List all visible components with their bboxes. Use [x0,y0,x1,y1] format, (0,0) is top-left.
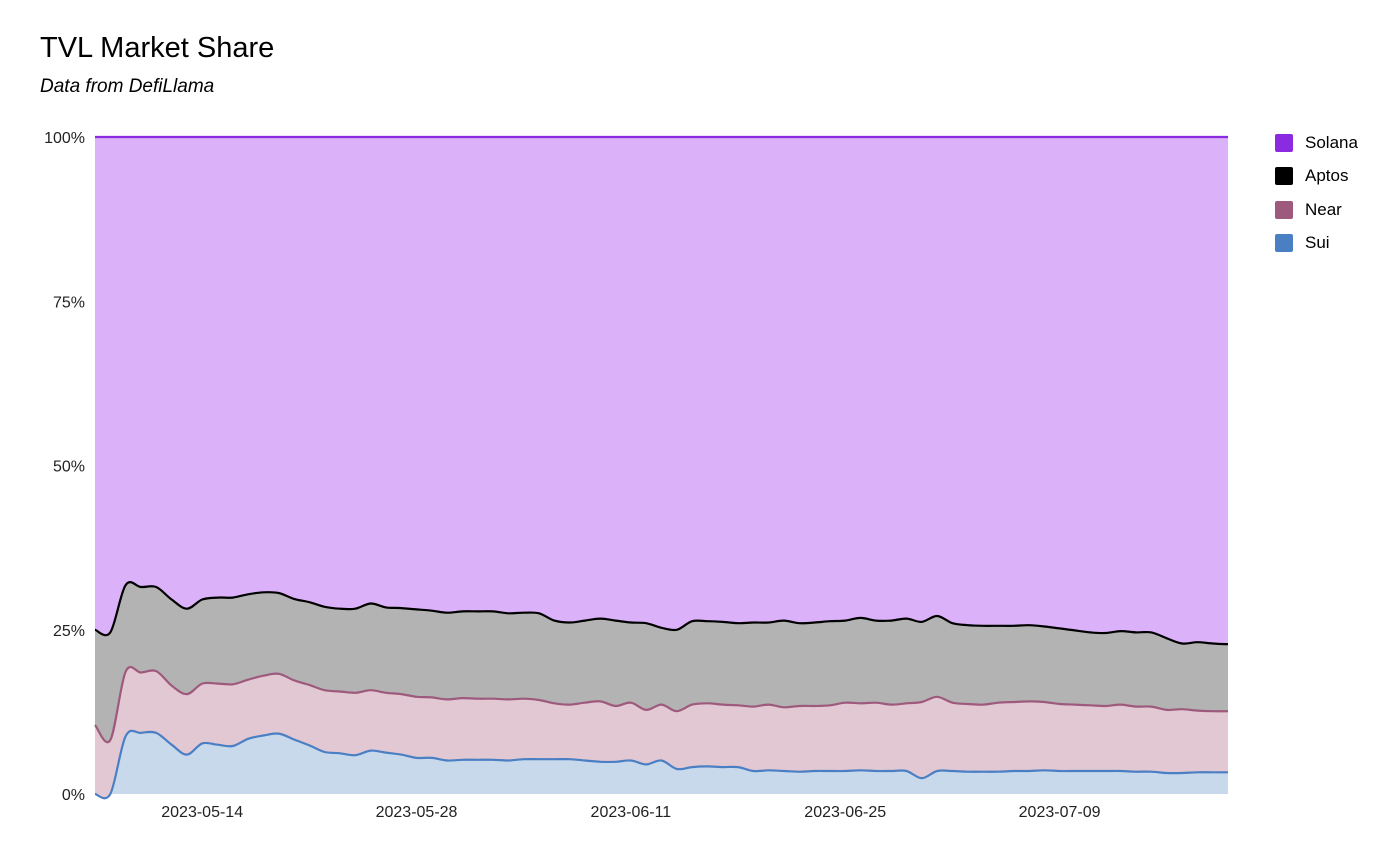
y-axis: 0% 25% 50% 75% 100% [44,130,85,804]
area-sui [95,730,1228,799]
x-tick-label: 2023-05-14 [161,804,243,821]
area-aptos [95,582,1228,743]
line-sui [94,729,1228,800]
series-lines [94,135,1229,800]
legend-swatch [1275,234,1293,253]
line-near [94,665,1229,744]
x-tick-label: 2023-06-11 [591,804,672,821]
legend-item-aptos: Aptos [1275,160,1358,194]
legend-label: Aptos [1305,166,1349,186]
legend-item-near: Near [1275,193,1358,227]
legend-label: Near [1305,199,1342,219]
y-tick-label: 100% [44,130,85,147]
x-tick-label: 2023-06-25 [804,804,886,821]
legend-label: Solana [1305,132,1358,152]
legend-item-sui: Sui [1275,227,1358,261]
y-tick-label: 75% [53,294,85,311]
stacked-areas [95,137,1228,799]
legend-swatch [1275,133,1293,152]
legend-swatch [1275,167,1293,186]
x-axis: 2023-05-14 2023-05-28 2023-06-11 2023-06-25… [161,804,1100,821]
area-solana [95,137,1228,645]
x-tick-label: 2023-07-09 [1019,804,1101,821]
legend-item-solana: Solana [1275,126,1358,160]
legend-swatch [1275,200,1293,219]
y-tick-label: 50% [53,459,85,476]
x-tick-label: 2023-05-28 [376,804,458,821]
legend: Solana Aptos Near Sui [1275,126,1358,260]
line-aptos [94,581,1229,646]
y-tick-label: 0% [62,787,85,804]
y-tick-label: 25% [53,623,85,640]
chart-title: TVL Market Share [40,32,275,64]
chart-subtitle: Data from DefiLlama [40,76,215,97]
legend-label: Sui [1305,233,1330,253]
